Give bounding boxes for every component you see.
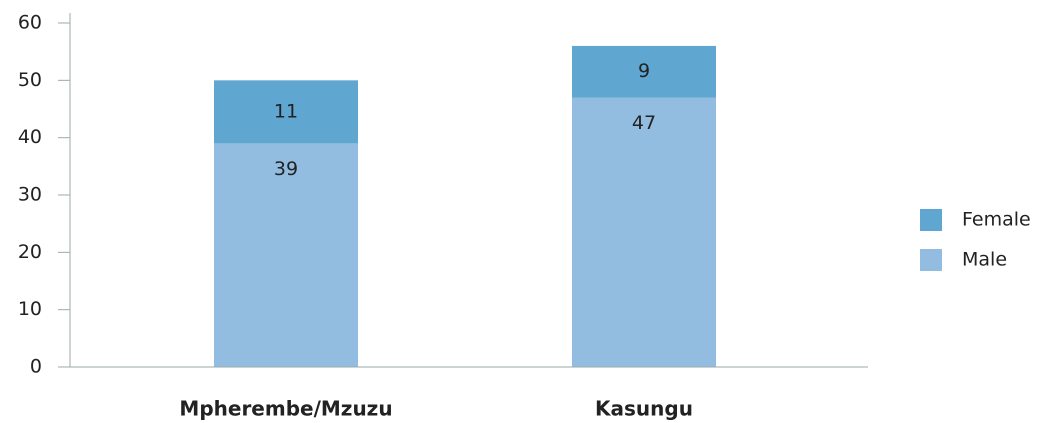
bar-segment: [214, 143, 358, 367]
x-tick-label: Mpherembe/Mzuzu: [179, 397, 392, 421]
y-tick-label: 10: [18, 298, 42, 320]
data-label: 39: [274, 158, 298, 180]
data-label: 11: [274, 100, 298, 122]
y-tick-label: 0: [30, 356, 42, 378]
y-tick-label: 30: [18, 184, 42, 206]
y-tick-label: 40: [18, 126, 42, 148]
legend-swatch: [920, 209, 942, 231]
legend-label: Female: [962, 209, 1031, 231]
bar-segment: [572, 97, 716, 368]
bar-segment: [572, 45, 716, 98]
x-tick-label: Kasungu: [595, 397, 693, 421]
y-tick-label: 60: [18, 12, 42, 34]
legend-swatch: [920, 249, 942, 271]
data-label: 9: [638, 60, 650, 82]
legend-label: Male: [962, 249, 1007, 271]
y-tick-label: 50: [18, 69, 42, 91]
y-tick-label: 20: [18, 241, 42, 263]
data-label: 47: [632, 112, 656, 134]
bar-segment: [214, 80, 358, 144]
